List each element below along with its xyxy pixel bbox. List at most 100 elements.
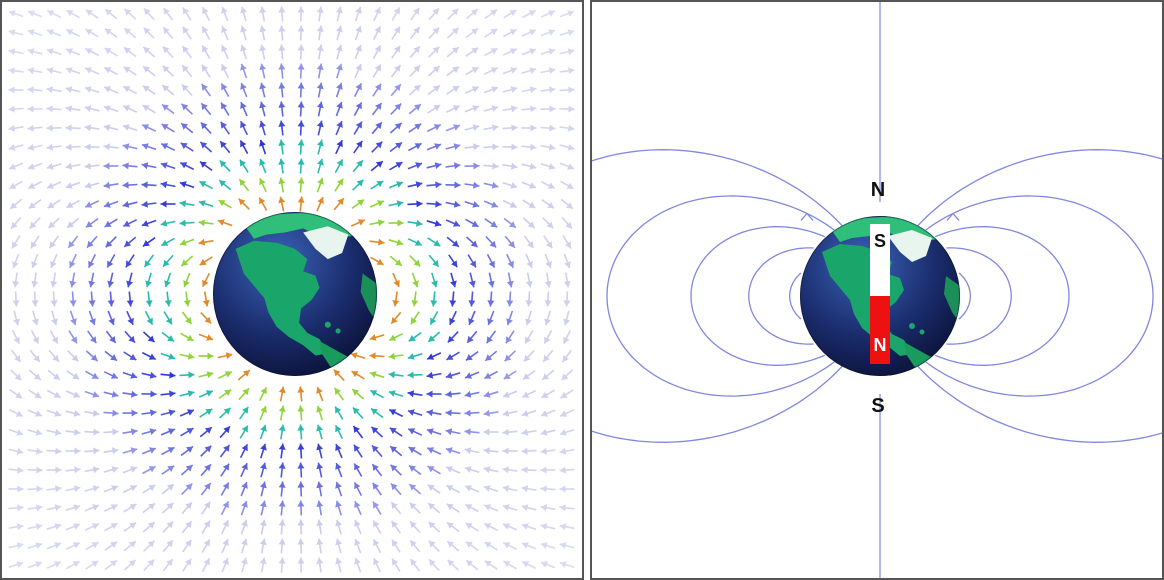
field-arrow	[122, 143, 138, 151]
field-arrow	[297, 405, 305, 421]
field-arrow	[521, 389, 537, 399]
field-arrow	[84, 200, 100, 208]
field-arrow	[370, 389, 384, 399]
field-arrow	[464, 124, 480, 131]
field-arrow	[371, 102, 383, 116]
field-arrow	[407, 219, 423, 227]
field-arrow	[123, 236, 137, 248]
field-arrow	[297, 481, 305, 497]
field-arrow	[218, 199, 232, 209]
field-arrow	[464, 447, 480, 455]
field-arrow	[200, 463, 212, 477]
field-arrow	[335, 557, 342, 573]
field-arrow	[502, 409, 518, 417]
field-arrow	[426, 352, 442, 360]
field-arrow	[27, 48, 43, 55]
field-arrow	[522, 217, 536, 229]
field-arrow	[259, 158, 267, 174]
field-arrow	[9, 389, 23, 399]
field-arrow	[103, 428, 119, 436]
field-arrow	[350, 219, 366, 227]
field-arrow	[297, 120, 305, 136]
field-arrow	[559, 162, 575, 170]
field-arrow	[297, 63, 305, 79]
field-line	[946, 247, 1012, 345]
field-arrow	[278, 557, 286, 573]
field-arrow	[525, 272, 533, 288]
field-arrow	[540, 542, 556, 550]
field-arrow	[103, 200, 119, 208]
field-arrow	[445, 162, 461, 170]
field-arrow	[391, 45, 401, 59]
field-arrow	[506, 272, 514, 288]
field-arrow	[464, 86, 480, 94]
field-arrow	[180, 445, 194, 457]
field-arrow	[540, 143, 556, 151]
field-arrow	[502, 466, 518, 474]
field-line	[690, 226, 826, 366]
field-arrow	[30, 330, 40, 344]
field-arrow	[162, 45, 174, 59]
field-arrow	[354, 6, 362, 22]
field-arrow	[505, 253, 515, 269]
field-line	[789, 272, 802, 320]
field-arrow	[464, 181, 480, 189]
field-arrow	[408, 142, 422, 152]
field-arrow	[483, 200, 499, 208]
field-arrow	[316, 177, 324, 193]
field-arrow	[543, 235, 553, 249]
field-arrow	[217, 370, 233, 380]
field-arrow	[445, 447, 461, 455]
field-arrow	[198, 238, 214, 246]
field-arrow	[464, 390, 480, 398]
field-line	[592, 149, 844, 443]
field-arrow	[563, 310, 570, 326]
field-arrow	[353, 140, 363, 154]
field-arrow	[484, 28, 498, 38]
field-arrow	[8, 408, 24, 418]
field-arrow	[430, 291, 438, 307]
field-arrow	[107, 310, 115, 326]
field-arrow	[163, 311, 173, 325]
field-arrow	[103, 485, 119, 493]
field-arrow	[51, 310, 58, 326]
field-arrow	[84, 105, 100, 112]
field-arrow	[160, 219, 176, 227]
field-arrow	[259, 44, 267, 60]
field-arrow	[201, 45, 211, 59]
field-arrow	[522, 199, 536, 209]
field-arrow	[221, 44, 229, 60]
field-arrow	[391, 7, 401, 21]
field-arrow	[240, 462, 248, 478]
field-arrow	[426, 428, 442, 436]
field-arrow	[65, 105, 81, 113]
field-arrow	[199, 426, 213, 438]
field-arrow	[145, 272, 152, 288]
field-arrow	[559, 29, 575, 36]
field-arrow	[297, 519, 305, 535]
field-arrow	[351, 370, 365, 380]
field-arrow	[221, 538, 229, 554]
field-line	[916, 149, 1162, 443]
field-arrow	[354, 25, 362, 41]
field-arrow	[142, 85, 156, 95]
field-arrow	[239, 406, 249, 420]
field-arrow	[450, 272, 457, 288]
field-arrow	[8, 86, 24, 94]
field-arrow	[199, 256, 213, 266]
field-arrow	[11, 329, 21, 345]
field-arrow	[179, 352, 195, 360]
field-arrow	[27, 180, 43, 190]
field-arrow	[502, 504, 518, 512]
field-arrow	[278, 196, 286, 212]
field-arrow	[540, 180, 556, 190]
field-arrow	[563, 291, 571, 307]
field-arrow	[372, 25, 382, 41]
field-arrow	[27, 429, 43, 436]
field-arrow	[180, 122, 194, 134]
field-arrow	[447, 559, 459, 571]
field-arrow	[182, 26, 192, 40]
field-arrow	[65, 67, 81, 75]
field-arrow	[84, 67, 100, 75]
field-arrow	[562, 235, 572, 249]
